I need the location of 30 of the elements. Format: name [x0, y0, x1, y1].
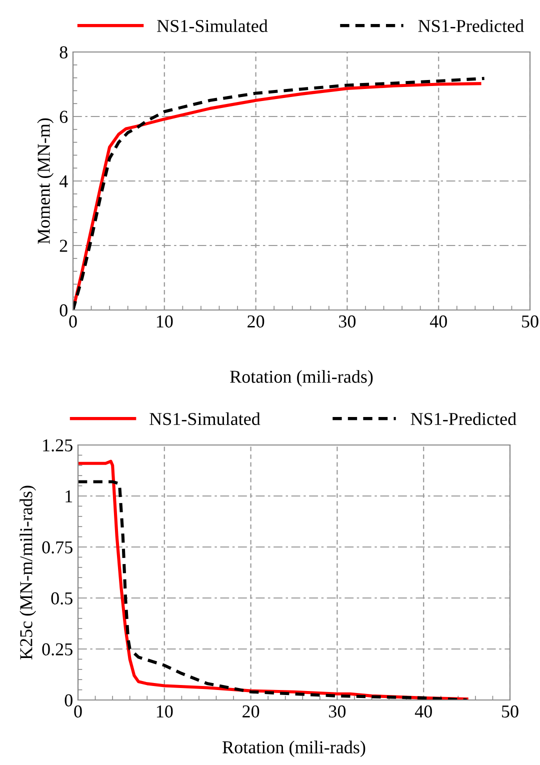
y-axis-title: K25c (MN-m/mili-rads): [20, 486, 36, 660]
y-tick-label: 0.25: [42, 643, 72, 656]
x-tick-label: 50: [502, 705, 518, 718]
legend-label: NS1-Simulated: [157, 19, 268, 32]
legend-label: NS1-Predicted: [410, 412, 516, 426]
y-tick-label: 8: [60, 46, 68, 58]
x-tick-label: 0: [74, 705, 82, 718]
x-tick-label: 30: [329, 705, 346, 718]
y-tick-label: 1: [66, 490, 72, 502]
x-tick-label: 40: [430, 315, 447, 328]
x-tick-label: 50: [522, 315, 538, 328]
x-tick-label: 30: [339, 315, 356, 328]
y-tick-label: 0: [60, 304, 68, 316]
y-tick-label: 4: [59, 175, 68, 188]
x-tick-label: 20: [248, 315, 264, 328]
x-tick-label: 40: [414, 705, 432, 718]
x-axis-title: Rotation (mili-rads): [230, 370, 373, 386]
x-tick-label: 20: [242, 705, 260, 718]
x-tick-label: 10: [156, 705, 173, 718]
y-tick-label: 0.75: [42, 541, 72, 554]
legend-label: NS1-Simulated: [150, 412, 260, 426]
legend-label: NS1-Predicted: [418, 19, 524, 32]
x-axis-title: Rotation (mili-rads): [222, 740, 366, 758]
y-tick-label: 6: [60, 110, 68, 123]
x-tick-label: 10: [156, 315, 173, 328]
y-axis-title: Moment (MN-m): [37, 118, 54, 244]
y-tick-label: 0.5: [51, 592, 72, 605]
y-tick-label: 0: [64, 694, 72, 706]
y-tick-label: 2: [60, 240, 68, 252]
y-tick-label: 1.25: [43, 439, 72, 452]
